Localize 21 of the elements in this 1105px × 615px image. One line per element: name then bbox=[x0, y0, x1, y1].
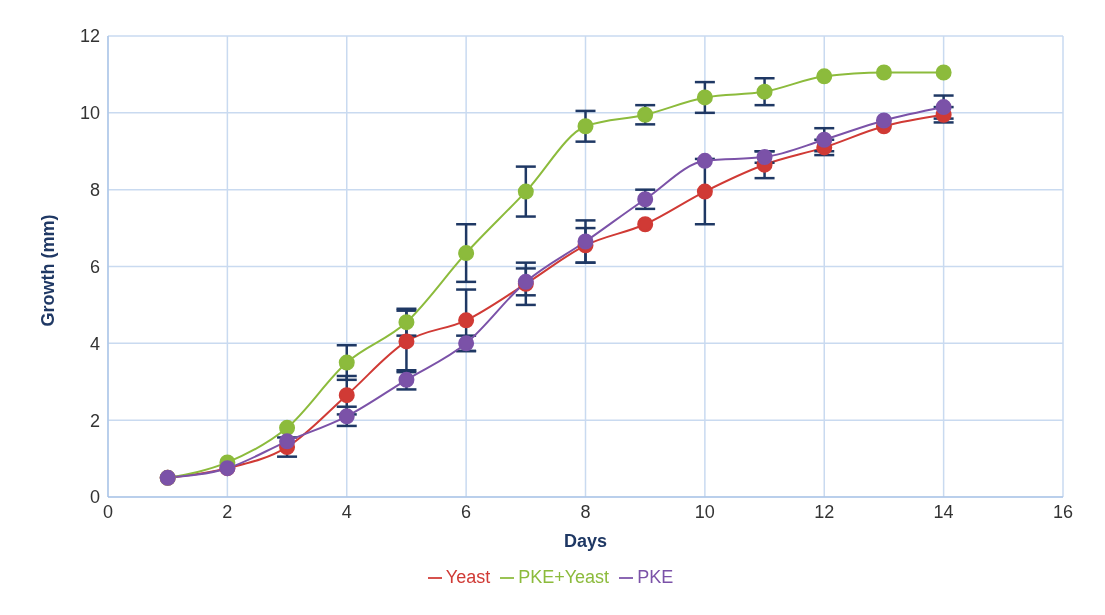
y-tick-label: 8 bbox=[89, 180, 100, 201]
x-tick-label: 10 bbox=[694, 501, 715, 522]
y-tick-label: 2 bbox=[89, 410, 100, 431]
y-tick-label: 6 bbox=[89, 256, 100, 277]
y-tick-label: 12 bbox=[79, 26, 100, 47]
x-tick-label: 12 bbox=[814, 501, 835, 522]
x-axis-title: Days bbox=[563, 531, 608, 551]
y-tick-label: 10 bbox=[79, 103, 100, 124]
y-tick-label: 4 bbox=[89, 333, 100, 354]
x-tick-label: 0 bbox=[102, 501, 114, 522]
x-tick-label: 2 bbox=[222, 501, 233, 522]
y-axis-title: Growth (mm) bbox=[38, 214, 59, 327]
x-tick-label: 14 bbox=[933, 501, 954, 522]
legend-label: PKE bbox=[637, 567, 674, 587]
x-tick-label: 16 bbox=[1052, 501, 1074, 522]
x-tick-label: 4 bbox=[341, 501, 352, 522]
legend-label: PKE+Yeast bbox=[518, 567, 610, 587]
x-tick-label: 8 bbox=[580, 501, 591, 522]
y-tick-label: 0 bbox=[89, 487, 100, 508]
x-tick-label: 6 bbox=[461, 501, 472, 522]
legend-label: Yeast bbox=[445, 567, 491, 587]
